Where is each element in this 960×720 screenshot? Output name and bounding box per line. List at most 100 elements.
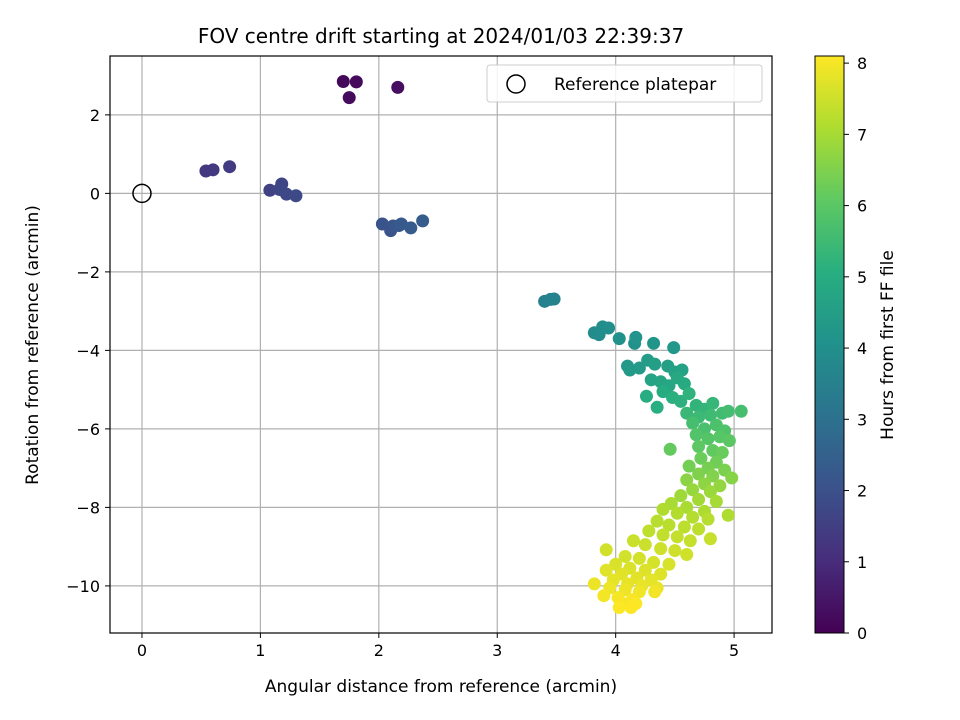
legend: Reference platepar (486, 64, 763, 103)
data-points (199, 75, 748, 614)
data-point (391, 80, 405, 94)
data-point (682, 387, 696, 401)
data-point (670, 506, 684, 520)
data-point (692, 493, 706, 507)
data-point (638, 538, 652, 552)
x-tick-label: 2 (374, 641, 384, 660)
data-point (349, 75, 363, 89)
legend-box (486, 64, 763, 103)
colorbar-tick-label: 4 (857, 339, 867, 358)
data-point (677, 377, 691, 391)
data-point (680, 406, 694, 420)
data-point (734, 404, 748, 418)
y-tick-label: −10 (66, 577, 100, 596)
data-point (663, 442, 677, 456)
colorbar-tick-label: 8 (857, 54, 867, 73)
colorbar-tick-label: 2 (857, 482, 867, 501)
data-point (648, 357, 662, 371)
data-point (701, 432, 715, 446)
data-point (674, 489, 688, 503)
data-point (694, 451, 708, 465)
legend-label-reference: Reference platepar (554, 75, 716, 95)
data-point (612, 332, 626, 346)
colorbar-tick-label: 1 (857, 553, 867, 572)
data-point (599, 563, 613, 577)
data-point (632, 361, 646, 375)
data-point (706, 469, 720, 483)
data-point (654, 542, 668, 556)
data-point (683, 534, 697, 548)
data-point (618, 549, 632, 563)
colorbar-tick-label: 6 (857, 197, 867, 216)
data-point (650, 514, 664, 528)
chart-title: FOV centre drift starting at 2024/01/03 … (198, 24, 684, 48)
data-point (642, 524, 656, 538)
data-point (680, 547, 694, 561)
data-point (626, 534, 640, 548)
data-point (721, 508, 735, 522)
y-axis-label: Rotation from reference (arcmin) (23, 205, 43, 485)
data-point (648, 585, 662, 599)
y-tick-label: −8 (76, 498, 100, 517)
data-point (677, 520, 691, 534)
data-point (656, 385, 670, 399)
data-point (639, 389, 653, 403)
data-point (706, 396, 720, 410)
data-point (632, 551, 646, 565)
y-tick-label: −2 (76, 263, 100, 282)
data-point (668, 544, 682, 558)
data-point (206, 163, 220, 177)
legend-marker-reference (506, 74, 526, 94)
data-point (680, 473, 694, 487)
data-point (336, 75, 350, 89)
x-tick-label: 3 (492, 641, 502, 660)
data-point (289, 189, 303, 203)
data-point (715, 445, 729, 459)
data-point (629, 330, 643, 344)
data-point (656, 502, 670, 516)
data-point (721, 404, 735, 418)
y-tick-label: −6 (76, 420, 100, 439)
data-point (416, 214, 430, 228)
x-tick-label: 4 (611, 641, 621, 660)
data-point (725, 471, 739, 485)
data-point (713, 479, 727, 493)
colorbar-tick-label: 7 (857, 125, 867, 144)
data-point (703, 532, 717, 546)
data-point (686, 510, 700, 524)
data-point (709, 495, 723, 509)
data-point (689, 428, 703, 442)
data-point (647, 336, 661, 350)
data-point (638, 563, 652, 577)
colorbar (814, 55, 845, 634)
data-point (722, 434, 736, 448)
colorbar-tick-label: 5 (857, 268, 867, 287)
data-point (612, 600, 626, 614)
data-point (654, 567, 668, 581)
data-point (609, 557, 623, 571)
data-point (656, 528, 670, 542)
x-axis-label: Angular distance from reference (arcmin) (265, 677, 617, 697)
x-tick-label: 1 (255, 641, 265, 660)
data-point (686, 483, 700, 497)
y-tick-label: −4 (76, 341, 100, 360)
data-point (223, 160, 237, 174)
data-point (662, 518, 676, 532)
data-point (667, 341, 681, 355)
data-point (624, 600, 638, 614)
data-point (703, 485, 717, 499)
x-axis-ticks: 0 1 2 3 4 5 (137, 633, 739, 660)
data-point (263, 183, 277, 197)
colorbar-ticks: 0 1 2 3 4 5 6 7 8 (844, 54, 867, 643)
colorbar-tick-label: 0 (857, 624, 867, 643)
data-point (404, 221, 418, 235)
x-tick-label: 0 (137, 641, 147, 660)
data-point (662, 557, 676, 571)
plot-frame (109, 55, 773, 634)
data-point (686, 416, 700, 430)
data-point (692, 467, 706, 481)
y-tick-label: 0 (90, 184, 100, 203)
data-point (342, 91, 356, 105)
y-tick-label: 2 (90, 106, 100, 125)
